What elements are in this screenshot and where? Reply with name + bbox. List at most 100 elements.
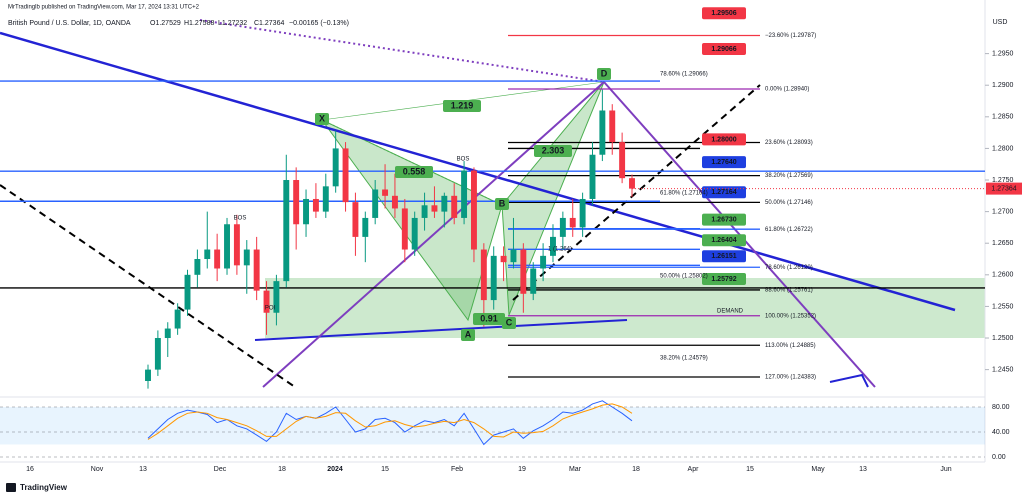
candle-body (500, 255, 507, 263)
candle-body (154, 338, 161, 370)
pattern-label-box (473, 313, 505, 325)
fib-label: 38.20% (1.27569) (765, 173, 813, 179)
brand-logo (6, 483, 16, 492)
x-tick-label: 15 (381, 466, 389, 473)
price-tag (702, 186, 746, 199)
fib-label: 78.60% (1.26120) (765, 265, 813, 271)
y-tick-label: 1.2800 (992, 145, 1014, 152)
candle-body (214, 249, 221, 269)
candle-body (342, 148, 349, 203)
pattern-label-box (395, 166, 433, 178)
price-tag (702, 213, 746, 226)
price-tag-label: 1.25792 (711, 276, 736, 283)
price-tag (702, 156, 746, 169)
fib-label: 50.00% (1.27146) (765, 200, 813, 206)
candle-body (579, 198, 586, 228)
y-tick-label: 80.00 (992, 404, 1010, 411)
x-tick-label: 13 (139, 466, 147, 473)
last-price-label: 1.27364 (991, 185, 1016, 192)
x-tick-label: May (811, 466, 825, 473)
fib-label: 113.00% (1.24885) (765, 343, 816, 349)
pattern-label: X (319, 113, 325, 123)
candle-body (243, 249, 250, 266)
y-tick-label: 1.2750 (992, 177, 1014, 184)
candle-body (540, 255, 547, 269)
pattern-label-box (502, 317, 516, 329)
price-tag-label: 1.29066 (711, 46, 736, 53)
arrow (829, 373, 869, 388)
candle-body (352, 202, 359, 237)
price-tag (702, 234, 746, 247)
candle-body (332, 148, 339, 187)
x-tick-label: 19 (518, 466, 526, 473)
candle-body (164, 328, 171, 339)
price-tag-label: 1.28000 (711, 136, 736, 143)
annotation: 50.00% (1.25802) (660, 274, 708, 280)
price-tag-label: 1.29506 (711, 10, 736, 17)
candle-body (401, 208, 408, 250)
dotted-line (199, 19, 605, 83)
price-tag-label: 1.26151 (711, 253, 736, 260)
currency: USD (993, 19, 1008, 26)
trend-line (254, 319, 628, 341)
candle-body (530, 268, 537, 294)
candle-body (431, 205, 438, 212)
pattern-label: D (601, 68, 608, 78)
stoch-band (0, 407, 985, 445)
x-tick-label: Apr (688, 466, 700, 473)
annotation: BOS (234, 216, 247, 222)
annotation: BOS (457, 157, 470, 163)
header-value: O1.27529 (150, 20, 181, 27)
stoch-line (147, 403, 633, 440)
header-value: −0.00165 (−0.13%) (289, 20, 349, 27)
x-tick-label: 16 (26, 466, 34, 473)
candle-body (145, 369, 151, 381)
candle-body (273, 281, 280, 313)
candle-body (599, 110, 606, 155)
y-tick-label: 40.00 (992, 429, 1010, 436)
candle-body (382, 189, 389, 196)
pattern-label: B (499, 198, 506, 208)
y-tick-label: 1.2550 (992, 303, 1014, 310)
fib-label: 23.60% (1.28093) (765, 140, 813, 146)
candle-body (253, 249, 260, 291)
candle-body (362, 217, 369, 237)
candle-body (461, 170, 468, 218)
candle-body (569, 217, 576, 228)
price-tag-label: 1.27640 (711, 159, 736, 166)
y-tick-label: 1.2500 (992, 335, 1014, 342)
candle-body (510, 249, 517, 263)
price-tag (702, 133, 746, 146)
candle-body (619, 142, 626, 179)
pattern-label: 2.303 (542, 145, 565, 155)
candle-body (421, 205, 428, 218)
candle-body (391, 195, 398, 209)
x-tick-label: Dec (214, 466, 227, 473)
candle-body (204, 249, 211, 260)
x-tick-label: 2024 (327, 466, 343, 473)
annotation: 38.20% (1.24579) (660, 356, 708, 362)
candle-body (372, 189, 379, 218)
candle-body (293, 180, 300, 225)
candle-body (174, 309, 181, 329)
candle-body (520, 249, 527, 294)
header-value: C1.27364 (254, 20, 284, 27)
y-tick-label: 1.2450 (992, 366, 1014, 373)
pattern-label-box (534, 145, 572, 157)
candle-body (451, 195, 458, 218)
candle-body (312, 198, 319, 212)
pattern-label-box (443, 100, 481, 112)
price-tag (702, 250, 746, 263)
candle-body (490, 255, 497, 301)
pattern-label: A (465, 329, 472, 339)
x-tick-label: Feb (451, 466, 463, 473)
x-tick-label: Nov (91, 466, 104, 473)
y-tick-label: 1.2900 (992, 82, 1014, 89)
fib-label: −23.60% (1.29787) (765, 33, 816, 39)
y-tick-label: 1.2700 (992, 208, 1014, 215)
candle-body (550, 236, 556, 256)
chart-title: British Pound / U.S. Dollar, 1D, OANDA (8, 20, 131, 27)
pattern-label: 0.91 (480, 313, 498, 323)
header-value: L1.27232 (218, 20, 247, 27)
